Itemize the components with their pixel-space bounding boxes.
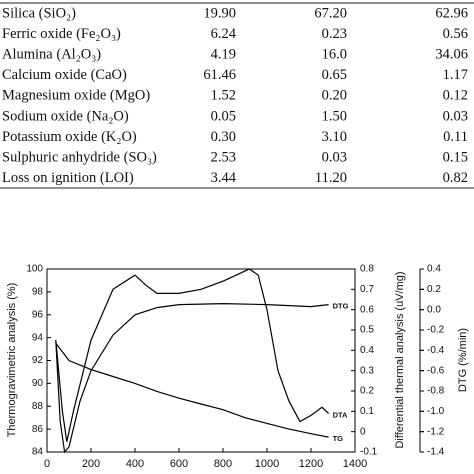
table-cell: 2.53 (211, 150, 236, 166)
row-label: Loss on ignition (LOI) (2, 170, 134, 186)
row-label: Sulphuric anhydride (SO₃) (2, 150, 157, 166)
table-cell: 67.20 (314, 5, 347, 21)
row-label: Calcium oxide (CaO) (2, 67, 127, 83)
x-tick-label: 1000 (255, 458, 279, 470)
y-tick-label: -0.2 (427, 325, 445, 336)
table-cell: 0.20 (322, 88, 347, 104)
table-cell: 0.30 (211, 129, 236, 145)
y-tick-label: -0.8 (427, 386, 445, 397)
table-cell: 0.12 (443, 88, 468, 104)
y-tick-label: 0.6 (360, 304, 374, 315)
y-tick-label: 0.8 (360, 264, 374, 275)
y-tick-label: 0.1 (360, 406, 374, 417)
y-tick-label: 86 (32, 424, 44, 435)
table-cell: 1.50 (322, 108, 347, 124)
y-tick-label: 0.2 (360, 386, 374, 397)
series-line (55, 342, 329, 438)
y3-axis-label: DTG (%/min) (457, 328, 469, 392)
y-tick-label: 0.4 (360, 345, 374, 356)
y-tick-label: 0.2 (427, 284, 441, 295)
table-cell: 1.52 (211, 88, 236, 104)
table-cell: 0.03 (322, 150, 347, 166)
x-tick-label: 0 (44, 458, 50, 470)
series-label: DTA (333, 410, 348, 419)
y-tick-label: -1.4 (427, 447, 445, 458)
x-tick-label: 600 (170, 458, 188, 470)
y-tick-label: 0.5 (360, 325, 374, 336)
table-cell: 61.46 (203, 67, 236, 83)
y-tick-label: 84 (32, 447, 44, 458)
y-axis-label: Thermogravimetric analysis (%) (6, 283, 18, 438)
plot-frame (46, 268, 356, 453)
row-label: Potassium oxide (K₂O) (2, 129, 137, 145)
row-label: Magnesium oxide (MgO) (2, 88, 150, 104)
table-cell: 0.56 (443, 26, 468, 42)
y-tick-label: 100 (26, 264, 43, 275)
y-tick-label: 94 (32, 332, 44, 343)
table-cell: 0.82 (443, 170, 468, 186)
y-tick-label: 0 (360, 426, 366, 437)
row-label: Ferric oxide (Fe₂O₃) (2, 26, 121, 42)
table-cell: 3.44 (211, 170, 237, 186)
y-tick-label: 0.3 (360, 365, 374, 376)
table-cell: 1.17 (443, 67, 468, 83)
table-cell: 11.20 (315, 170, 347, 186)
table-cell: 0.05 (211, 108, 236, 124)
table-cell: 0.11 (443, 129, 468, 145)
table-cell: 0.03 (443, 108, 468, 124)
y-tick-label: 88 (32, 401, 44, 412)
y-tick-label: 0.0 (427, 304, 441, 315)
x-tick-label: 1200 (299, 458, 323, 470)
y-tick-label: -0.1 (360, 447, 378, 458)
y-tick-label: -1.2 (427, 426, 445, 437)
series-line (55, 302, 329, 454)
table-cell: 34.06 (435, 47, 468, 63)
y-tick-label: 92 (32, 355, 44, 366)
table-cell: 0.65 (322, 67, 347, 83)
table-cell: 4.19 (211, 47, 236, 63)
y-tick-label: -1.0 (427, 406, 445, 417)
x-tick-label: 400 (126, 458, 144, 470)
y-tick-label: 0.4 (427, 264, 441, 275)
table-cell: 0.23 (322, 26, 347, 42)
y2-axis-label: Differential thermal analysis (uV/mg) (394, 271, 406, 448)
y-tick-label: 90 (32, 378, 44, 389)
table-cell: 0.15 (443, 150, 468, 166)
row-label: Silica (SiO₂) (2, 5, 76, 21)
table-cell: 6.24 (211, 26, 237, 42)
table-cell: 19.90 (203, 5, 236, 21)
table-cell: 3.10 (322, 129, 347, 145)
series-line (55, 268, 330, 442)
x-tick-label: 800 (214, 458, 232, 470)
row-label: Sodium oxide (Na₂O) (2, 108, 129, 124)
y-tick-label: 96 (32, 309, 44, 320)
series-label: TG (333, 434, 344, 443)
y-tick-label: -0.4 (427, 345, 445, 356)
y-tick-label: -0.6 (427, 365, 445, 376)
table-cell: 16.0 (322, 47, 347, 63)
series-label: DTG (333, 302, 349, 311)
x-tick-label: 1400 (343, 458, 367, 470)
x-tick-label: 200 (82, 458, 100, 470)
row-label: Alumina (Al₂O₃) (2, 47, 101, 63)
y-tick-label: 0.7 (360, 284, 374, 295)
table-cell: 62.96 (435, 5, 468, 21)
y-tick-label: 98 (32, 287, 44, 298)
